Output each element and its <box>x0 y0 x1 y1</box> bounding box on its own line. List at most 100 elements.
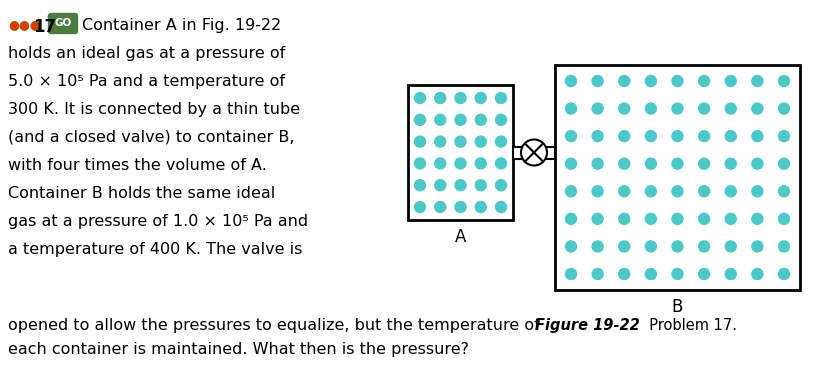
Text: B: B <box>672 298 683 316</box>
Circle shape <box>778 186 790 197</box>
Circle shape <box>778 158 790 169</box>
Circle shape <box>592 213 603 224</box>
Circle shape <box>725 158 736 169</box>
Text: (and a closed valve) to container B,: (and a closed valve) to container B, <box>8 130 295 145</box>
Circle shape <box>565 269 576 280</box>
Circle shape <box>778 241 790 252</box>
Circle shape <box>565 131 576 142</box>
Circle shape <box>415 202 425 212</box>
Circle shape <box>672 186 683 197</box>
Bar <box>513 146 555 159</box>
Circle shape <box>475 158 486 169</box>
Circle shape <box>435 114 446 125</box>
Circle shape <box>565 241 576 252</box>
Circle shape <box>752 158 763 169</box>
Text: 17: 17 <box>33 18 56 36</box>
Circle shape <box>698 213 710 224</box>
Circle shape <box>698 75 710 86</box>
Circle shape <box>645 241 656 252</box>
Circle shape <box>592 269 603 280</box>
Circle shape <box>698 269 710 280</box>
Circle shape <box>415 92 425 103</box>
Text: each container is maintained. What then is the pressure?: each container is maintained. What then … <box>8 342 469 357</box>
Circle shape <box>619 103 630 114</box>
Text: 300 K. It is connected by a thin tube: 300 K. It is connected by a thin tube <box>8 102 300 117</box>
Circle shape <box>672 213 683 224</box>
Circle shape <box>725 75 736 86</box>
Circle shape <box>565 186 576 197</box>
Circle shape <box>672 75 683 86</box>
Circle shape <box>619 213 630 224</box>
Circle shape <box>752 186 763 197</box>
Circle shape <box>752 75 763 86</box>
Circle shape <box>475 92 486 103</box>
Circle shape <box>592 75 603 86</box>
Circle shape <box>698 158 710 169</box>
Circle shape <box>645 186 656 197</box>
Circle shape <box>495 136 507 147</box>
Circle shape <box>415 158 425 169</box>
Circle shape <box>725 213 736 224</box>
Circle shape <box>698 186 710 197</box>
Circle shape <box>435 92 446 103</box>
Circle shape <box>565 75 576 86</box>
Circle shape <box>752 213 763 224</box>
Circle shape <box>521 139 547 166</box>
Text: opened to allow the pressures to equalize, but the temperature of: opened to allow the pressures to equaliz… <box>8 318 539 333</box>
Circle shape <box>645 158 656 169</box>
Circle shape <box>495 202 507 212</box>
Text: GO: GO <box>55 18 72 28</box>
Circle shape <box>752 103 763 114</box>
Circle shape <box>619 158 630 169</box>
Circle shape <box>778 103 790 114</box>
Circle shape <box>645 213 656 224</box>
Circle shape <box>495 158 507 169</box>
Circle shape <box>415 180 425 191</box>
Circle shape <box>455 180 466 191</box>
Text: a temperature of 400 K. The valve is: a temperature of 400 K. The valve is <box>8 242 303 257</box>
Circle shape <box>415 114 425 125</box>
Circle shape <box>565 213 576 224</box>
Circle shape <box>752 269 763 280</box>
Circle shape <box>435 202 446 212</box>
Circle shape <box>698 103 710 114</box>
Circle shape <box>752 131 763 142</box>
Circle shape <box>592 103 603 114</box>
Circle shape <box>495 114 507 125</box>
Circle shape <box>455 158 466 169</box>
Circle shape <box>672 269 683 280</box>
Circle shape <box>565 103 576 114</box>
Bar <box>555 65 800 290</box>
Text: Container B holds the same ideal: Container B holds the same ideal <box>8 186 275 201</box>
Circle shape <box>752 241 763 252</box>
Circle shape <box>778 213 790 224</box>
Circle shape <box>778 131 790 142</box>
FancyBboxPatch shape <box>48 14 78 33</box>
Circle shape <box>619 186 630 197</box>
Circle shape <box>435 158 446 169</box>
Circle shape <box>778 75 790 86</box>
Circle shape <box>415 136 425 147</box>
Circle shape <box>725 131 736 142</box>
Circle shape <box>645 75 656 86</box>
Circle shape <box>475 136 486 147</box>
Circle shape <box>495 92 507 103</box>
Circle shape <box>435 136 446 147</box>
Text: A: A <box>455 228 466 246</box>
Text: 5.0 × 10⁵ Pa and a temperature of: 5.0 × 10⁵ Pa and a temperature of <box>8 74 285 89</box>
Circle shape <box>495 180 507 191</box>
Circle shape <box>698 241 710 252</box>
Circle shape <box>592 131 603 142</box>
Circle shape <box>645 269 656 280</box>
Circle shape <box>778 269 790 280</box>
Circle shape <box>672 158 683 169</box>
Circle shape <box>725 241 736 252</box>
Text: holds an ideal gas at a pressure of: holds an ideal gas at a pressure of <box>8 46 286 61</box>
Circle shape <box>455 202 466 212</box>
Circle shape <box>592 158 603 169</box>
Circle shape <box>435 180 446 191</box>
Circle shape <box>475 114 486 125</box>
Circle shape <box>592 241 603 252</box>
Circle shape <box>725 269 736 280</box>
Circle shape <box>619 131 630 142</box>
